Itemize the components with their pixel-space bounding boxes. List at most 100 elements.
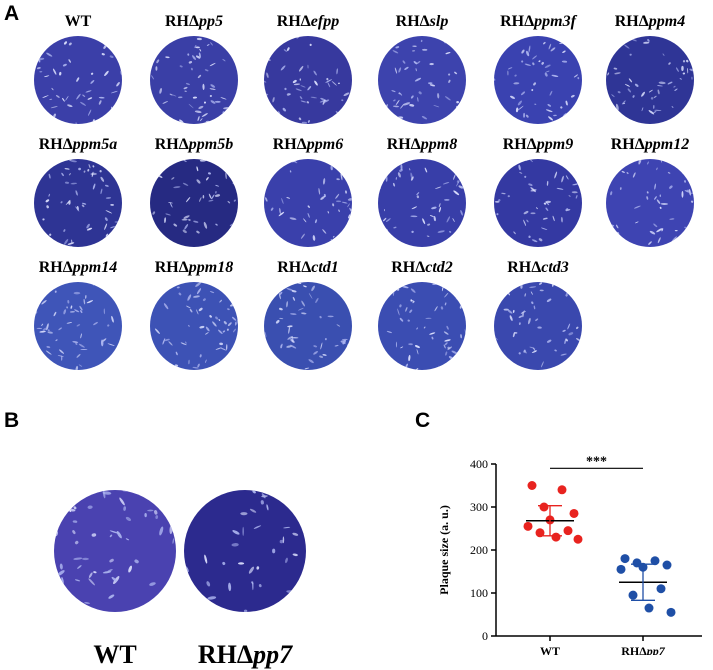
data-point [551,532,561,542]
strain-label: RHΔctd1 [258,258,358,278]
plaque-well: RHΔefpp [258,12,358,124]
strain-prefix: RHΔ [386,136,421,153]
plaque-texture [378,36,466,124]
strain-prefix: RHΔ [38,136,73,153]
plaque-well: RHΔctd2 [372,258,472,370]
strain-prefix: RHΔ [164,13,200,30]
data-point [644,603,654,613]
strain-label: RHΔctd3 [488,258,588,278]
plaque-plate [378,159,466,247]
strain-prefix: RHΔ [197,640,254,669]
plaque-plate [54,490,176,612]
strain-gene: ctd2 [425,259,453,276]
plaque-texture [264,159,352,247]
plaque-texture [378,159,466,247]
plaque-plate [184,490,306,612]
plaque-texture [184,490,306,612]
data-point [569,508,579,518]
plaque-plate [150,36,238,124]
plaque-plate [378,36,466,124]
plaque-plate [494,159,582,247]
data-point [650,556,660,566]
plaque-texture [54,490,176,612]
plaque-texture [494,159,582,247]
strain-gene: ppm5b [188,136,234,153]
strain-prefix: RHΔ [276,13,311,30]
strain-gene: ppm9 [536,136,574,153]
strain-label: RHΔpp7 [170,640,320,670]
plaque-well: WT [28,12,128,124]
plaque-texture [150,36,238,124]
data-point [666,607,676,617]
strain-label: RHΔppm9 [488,135,588,155]
y-tick-label: 0 [482,629,488,643]
plaque-texture [606,36,694,124]
strain-label: RHΔppm3f [488,12,588,32]
strain-gene: ppm12 [644,136,690,153]
strain-label: RHΔctd2 [372,258,472,278]
plaque-well: RHΔppm8 [372,135,472,247]
plaque-plate [150,282,238,370]
strain-prefix: WT [64,13,92,30]
plaque-plate [494,36,582,124]
strain-gene: ppm18 [188,259,234,276]
plaque-well: RHΔctd1 [258,258,358,370]
strain-label: RHΔefpp [258,12,358,32]
strain-prefix: RHΔ [395,13,430,30]
strain-label: WT [40,640,190,670]
strain-label: RHΔppm12 [600,135,700,155]
strain-label: RHΔslp [372,12,472,32]
panel-letter-b: B [4,409,20,432]
plaque-plate [264,282,352,370]
plaque-well-large: WT [40,490,190,670]
plaque-well: RHΔppm5b [144,135,244,247]
strain-prefix: RHΔ [154,259,189,276]
data-point [616,564,626,574]
strain-gene: ppm4 [648,13,686,30]
strain-prefix: RHΔ [277,259,312,276]
plaque-well-large: RHΔpp7 [170,490,320,670]
plaque-well: RHΔppm9 [488,135,588,247]
strain-label: RHΔpp5 [144,12,244,32]
strain-prefix: WT [93,640,137,669]
strain-prefix: RHΔ [38,259,73,276]
strain-gene: ctd3 [541,259,569,276]
strain-label: RHΔppm8 [372,135,472,155]
panel-letter-a: A [4,2,20,25]
strain-prefix: RHΔ [391,259,426,276]
strain-label: RHΔppm5b [144,135,244,155]
plaque-well: RHΔppm14 [28,258,128,370]
significance-label: *** [586,454,607,469]
data-point [539,502,549,512]
y-tick-label: 400 [470,457,488,471]
plaque-texture [34,36,122,124]
data-point [563,526,573,536]
plaque-well: RHΔppm3f [488,12,588,124]
plaque-texture [34,159,122,247]
plaque-plate [34,36,122,124]
plaque-texture [606,159,694,247]
data-point [573,534,583,544]
plaque-plate [264,36,352,124]
data-point [620,554,630,564]
plaque-texture [378,282,466,370]
strain-prefix: RHΔ [272,136,307,153]
plaque-well: RHΔppm5a [28,135,128,247]
plaque-well: RHΔppm4 [600,12,700,124]
plaque-well: RHΔslp [372,12,472,124]
plaque-texture [150,159,238,247]
strain-gene: slp [429,13,449,30]
strain-label: RHΔppm5a [28,135,128,155]
strain-gene: pp5 [199,13,224,30]
strain-label: RHΔppm6 [258,135,358,155]
plaque-well: RHΔpp5 [144,12,244,124]
plaque-plate [606,159,694,247]
y-tick-label: 300 [470,500,488,514]
strain-prefix: RHΔ [507,259,542,276]
strain-label: RHΔppm4 [600,12,700,32]
strain-prefix: RHΔ [610,136,645,153]
plaque-texture [34,282,122,370]
strain-label: RHΔppm18 [144,258,244,278]
data-point [527,481,537,490]
plaque-plate [264,159,352,247]
